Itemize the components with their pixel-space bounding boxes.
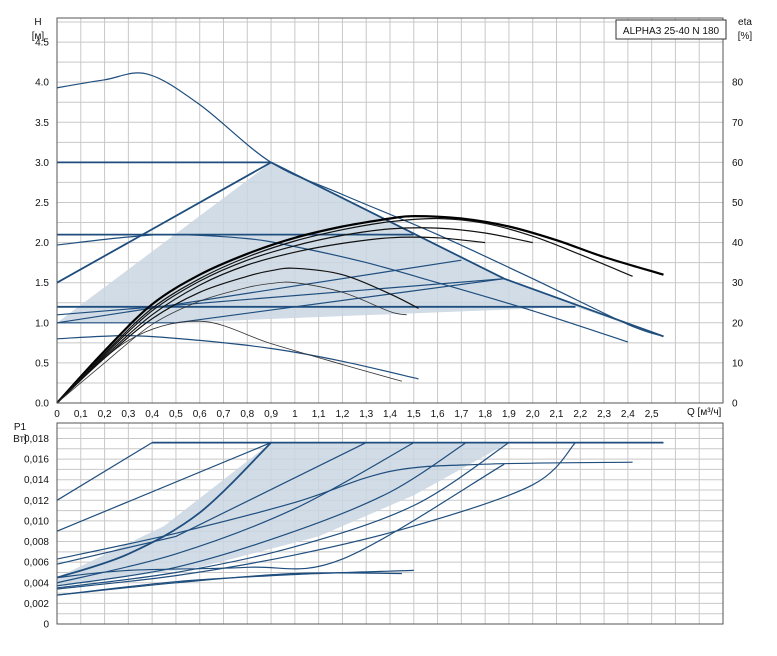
power-tick-label: 0,010 <box>24 516 49 527</box>
head-plot-frame <box>56 17 724 404</box>
head-operating-range <box>57 162 664 337</box>
model-label: ALPHA3 25-40 N 180 <box>623 26 720 37</box>
flow-tick-label: 1,8 <box>478 409 492 420</box>
head-tick-label: 4.5 <box>35 38 49 49</box>
head-curve-17 <box>56 281 407 404</box>
flow-tick-label: 0,5 <box>169 409 183 420</box>
power-plot-frame <box>56 422 724 625</box>
head-tick-label: 4.0 <box>35 78 49 89</box>
power-tick-label: 0,014 <box>24 475 49 486</box>
flow-tick-label: 2,3 <box>597 409 611 420</box>
flow-tick-label: 0,7 <box>217 409 231 420</box>
flow-tick-label: 1,7 <box>454 409 468 420</box>
model-label-box <box>615 19 727 40</box>
frame-layer <box>56 17 724 625</box>
head-tick-label: 2.5 <box>35 198 49 209</box>
power-curve-9 <box>56 442 576 590</box>
flow-tick-label: 1,4 <box>383 409 397 420</box>
head-axis-label: H <box>34 17 41 28</box>
eta-tick-label: 50 <box>732 198 744 209</box>
eta-axis-label: eta <box>738 17 752 28</box>
head-curve-14 <box>56 227 533 404</box>
eta-tick-label: 0 <box>732 399 738 410</box>
power-axis-unit: Вт] <box>13 434 27 445</box>
flow-tick-label: 1,1 <box>312 409 326 420</box>
eta-tick-label: 30 <box>732 278 744 289</box>
power-tick-label: 0,016 <box>24 455 49 466</box>
head-tick-label: 2.0 <box>35 238 49 249</box>
flow-tick-label: 0,9 <box>264 409 278 420</box>
head-curve-12 <box>56 214 664 404</box>
head-curve-5 <box>56 233 629 343</box>
eta-tick-label: 40 <box>732 238 744 249</box>
eta-tick-label: 20 <box>732 318 744 329</box>
flow-tick-label: 1,3 <box>359 409 373 420</box>
flow-tick-label: 2,2 <box>573 409 587 420</box>
flow-tick-label: 2,5 <box>645 409 659 420</box>
power-curve-12 <box>56 572 402 596</box>
power-tick-label: 0,008 <box>24 537 49 548</box>
power-tick-label: 0,018 <box>24 434 49 445</box>
power-curve-5 <box>56 442 367 565</box>
power-curve-8 <box>56 442 510 589</box>
head-curve-16 <box>56 267 419 404</box>
head-tick-label: 1.5 <box>35 278 49 289</box>
head-curve-1 <box>56 161 272 284</box>
flow-tick-label: 0,2 <box>98 409 112 420</box>
grid-layer <box>56 18 724 625</box>
flow-tick-label: 0 <box>54 409 60 420</box>
flow-tick-label: 1 <box>292 409 298 420</box>
flow-tick-label: 0,3 <box>121 409 135 420</box>
power-curve-7 <box>56 442 467 587</box>
eta-axis-unit: [%] <box>738 31 753 42</box>
head-curve-3 <box>56 72 664 337</box>
flow-tick-label: 1,5 <box>407 409 421 420</box>
flow-tick-label: 0,6 <box>193 409 207 420</box>
flow-tick-label: 2,1 <box>550 409 564 420</box>
head-tick-label: 0.0 <box>35 399 49 410</box>
power-axis-label: P1 <box>14 422 27 433</box>
flow-tick-label: 2,4 <box>621 409 635 420</box>
head-tick-label: 3.5 <box>35 118 49 129</box>
head-axis-unit: [м] <box>32 31 45 42</box>
flow-tick-label: 1,2 <box>335 409 349 420</box>
eta-tick-label: 10 <box>732 358 744 369</box>
eta-tick-label: 60 <box>732 158 744 169</box>
head-curve-6 <box>56 259 462 324</box>
head-tick-label: 3.0 <box>35 158 49 169</box>
power-curve-1 <box>56 442 153 501</box>
power-curve-2 <box>56 442 272 532</box>
power-curve-10 <box>56 463 505 579</box>
flow-tick-label: 1,9 <box>502 409 516 420</box>
power-curve-3 <box>56 441 272 579</box>
power-tick-label: 0 <box>43 620 49 631</box>
flow-tick-label: 1,6 <box>431 409 445 420</box>
head-curve-7 <box>56 278 505 316</box>
tick-label-layer: 0 0,1 0,2 0,3 0,4 0,5 0,6 0,7 0,8 0,9 1 1,1 1,2 1,3 1,… <box>24 38 744 631</box>
head-tick-label: 1.0 <box>35 318 49 329</box>
label-layer: H [м] eta [%] Q [м³/ч] P1 Вт] ALPHA3 25-… <box>13 17 752 445</box>
flow-tick-label: 0,1 <box>74 409 88 420</box>
flow-tick-label: 0,8 <box>240 409 254 420</box>
head-curve-13 <box>56 217 633 404</box>
power-tick-label: 0,012 <box>24 496 49 507</box>
power-curve-4 <box>56 461 633 560</box>
flow-axis-label: Q [м³/ч] <box>687 407 722 418</box>
eta-tick-label: 70 <box>732 118 744 129</box>
power-tick-label: 0,004 <box>24 578 49 589</box>
series-layer <box>56 72 664 596</box>
power-tick-label: 0,002 <box>24 599 49 610</box>
eta-tick-label: 80 <box>732 78 744 89</box>
flow-tick-label: 0,4 <box>145 409 159 420</box>
head-curve-15 <box>56 236 486 404</box>
power-tick-label: 0,006 <box>24 558 49 569</box>
flow-tick-label: 2,0 <box>526 409 540 420</box>
head-tick-label: 0.5 <box>35 358 49 369</box>
